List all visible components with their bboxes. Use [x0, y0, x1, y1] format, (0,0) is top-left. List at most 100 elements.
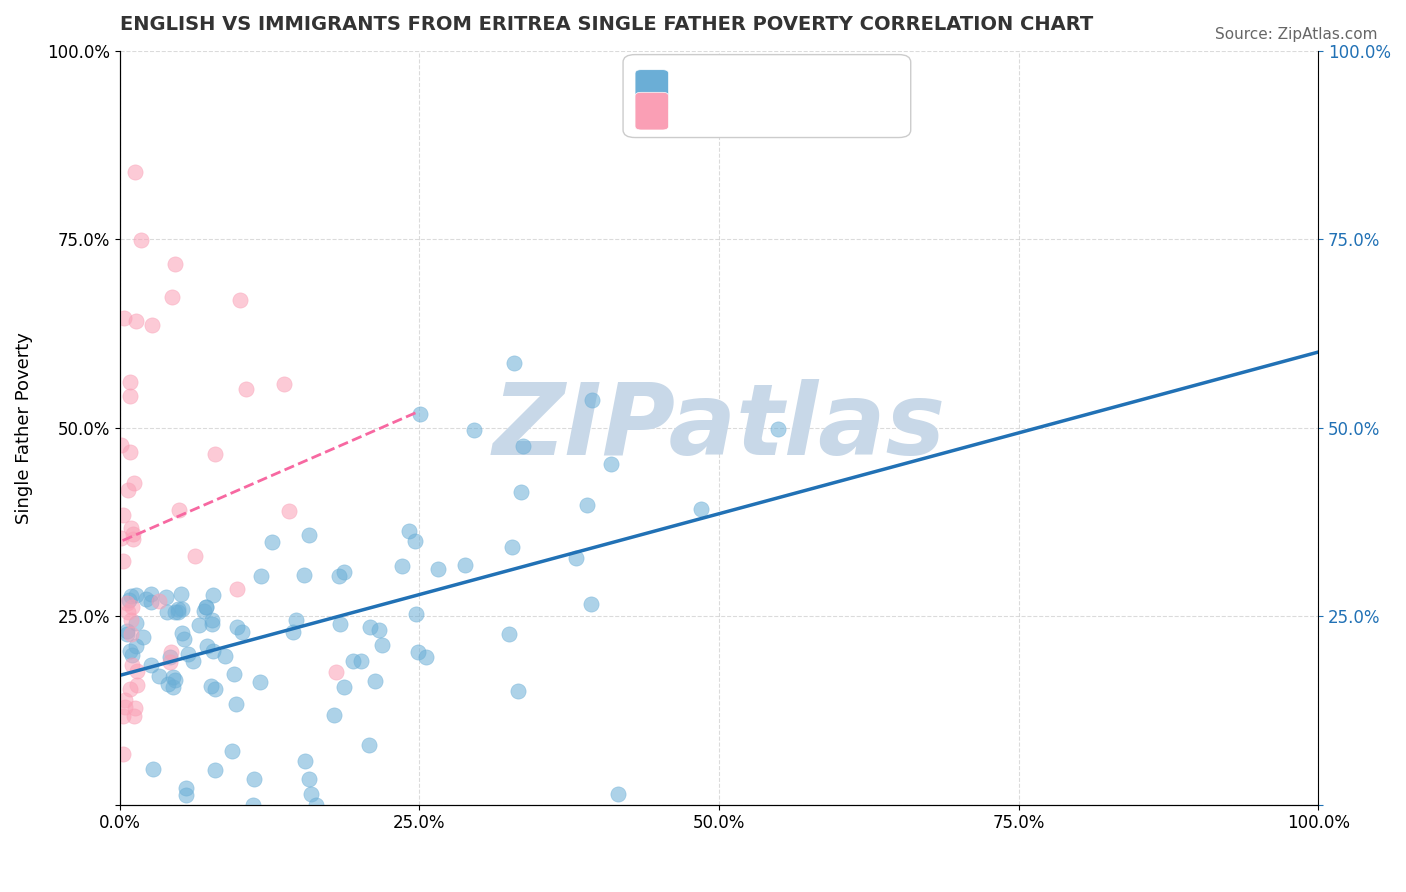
- English: [298, 772, 321, 786]
- English: [177, 647, 200, 661]
- English: [607, 787, 630, 801]
- English: [243, 772, 266, 786]
- Immigrants from Eritrea: [141, 318, 163, 332]
- Immigrants from Eritrea: [167, 503, 190, 517]
- English: [350, 654, 373, 668]
- English: [463, 423, 485, 437]
- English: [131, 630, 153, 644]
- English: [173, 632, 195, 646]
- English: [292, 568, 315, 582]
- English: [135, 591, 157, 606]
- English: [141, 595, 163, 609]
- English: [503, 356, 526, 370]
- English: [512, 439, 534, 453]
- English: [159, 650, 181, 665]
- English: [404, 534, 426, 549]
- English: [409, 407, 432, 421]
- English: [155, 605, 177, 619]
- English: [162, 680, 184, 694]
- English: [576, 498, 599, 512]
- English: [225, 697, 247, 711]
- Text: R =: R =: [665, 100, 711, 119]
- Immigrants from Eritrea: [110, 531, 132, 545]
- English: [508, 684, 530, 698]
- English: [194, 599, 217, 614]
- English: [201, 643, 224, 657]
- English: [501, 540, 523, 554]
- Immigrants from Eritrea: [120, 375, 142, 389]
- Immigrants from Eritrea: [273, 376, 295, 391]
- English: [359, 620, 381, 634]
- Y-axis label: Single Father Poverty: Single Father Poverty: [15, 332, 32, 524]
- English: [226, 620, 249, 634]
- English: [284, 613, 307, 627]
- Text: ENGLISH VS IMMIGRANTS FROM ERITREA SINGLE FATHER POVERTY CORRELATION CHART: ENGLISH VS IMMIGRANTS FROM ERITREA SINGL…: [120, 15, 1092, 34]
- Immigrants from Eritrea: [117, 483, 139, 498]
- FancyBboxPatch shape: [623, 54, 911, 137]
- English: [195, 639, 218, 653]
- English: [305, 797, 328, 812]
- English: [165, 605, 187, 619]
- English: [174, 789, 197, 803]
- English: [222, 666, 245, 681]
- English: [201, 617, 224, 632]
- English: [142, 762, 165, 776]
- English: [342, 654, 364, 668]
- Text: N =: N =: [800, 100, 848, 119]
- English: [200, 679, 222, 693]
- Immigrants from Eritrea: [112, 508, 135, 523]
- Immigrants from Eritrea: [118, 682, 141, 697]
- English: [599, 457, 621, 471]
- English: [167, 605, 190, 619]
- Immigrants from Eritrea: [114, 700, 136, 714]
- English: [364, 674, 387, 689]
- English: [139, 657, 162, 672]
- Immigrants from Eritrea: [110, 438, 132, 452]
- English: [329, 616, 352, 631]
- English: [121, 648, 143, 662]
- Immigrants from Eritrea: [124, 314, 146, 328]
- English: [204, 763, 226, 777]
- Immigrants from Eritrea: [124, 165, 146, 179]
- Immigrants from Eritrea: [148, 594, 170, 608]
- English: [174, 780, 197, 795]
- English: [148, 668, 170, 682]
- Text: Source: ZipAtlas.com: Source: ZipAtlas.com: [1215, 27, 1378, 42]
- English: [579, 597, 602, 611]
- Immigrants from Eritrea: [228, 293, 250, 307]
- English: [172, 626, 194, 640]
- Immigrants from Eritrea: [204, 447, 226, 461]
- Immigrants from Eritrea: [122, 709, 145, 723]
- English: [193, 604, 215, 618]
- English: [115, 627, 138, 641]
- English: [125, 588, 148, 602]
- Immigrants from Eritrea: [121, 527, 143, 541]
- English: [118, 593, 141, 607]
- English: [231, 624, 253, 639]
- Immigrants from Eritrea: [117, 605, 139, 619]
- Text: N =: N =: [800, 70, 848, 89]
- Text: 101: 101: [839, 70, 879, 89]
- English: [139, 587, 162, 601]
- Immigrants from Eritrea: [121, 657, 143, 672]
- English: [125, 616, 148, 631]
- English: [260, 535, 283, 549]
- Immigrants from Eritrea: [125, 664, 148, 678]
- English: [120, 589, 142, 603]
- English: [294, 754, 316, 768]
- English: [298, 528, 321, 542]
- English: [406, 645, 429, 659]
- English: [214, 648, 236, 663]
- FancyBboxPatch shape: [636, 70, 669, 112]
- Immigrants from Eritrea: [124, 701, 146, 715]
- Immigrants from Eritrea: [120, 445, 142, 459]
- Immigrants from Eritrea: [120, 627, 142, 641]
- English: [426, 562, 449, 576]
- English: [194, 599, 217, 614]
- Immigrants from Eritrea: [165, 256, 187, 270]
- Text: ZIPatlas: ZIPatlas: [492, 379, 945, 476]
- English: [181, 654, 204, 668]
- English: [498, 626, 520, 640]
- Immigrants from Eritrea: [115, 596, 138, 610]
- Immigrants from Eritrea: [114, 692, 136, 706]
